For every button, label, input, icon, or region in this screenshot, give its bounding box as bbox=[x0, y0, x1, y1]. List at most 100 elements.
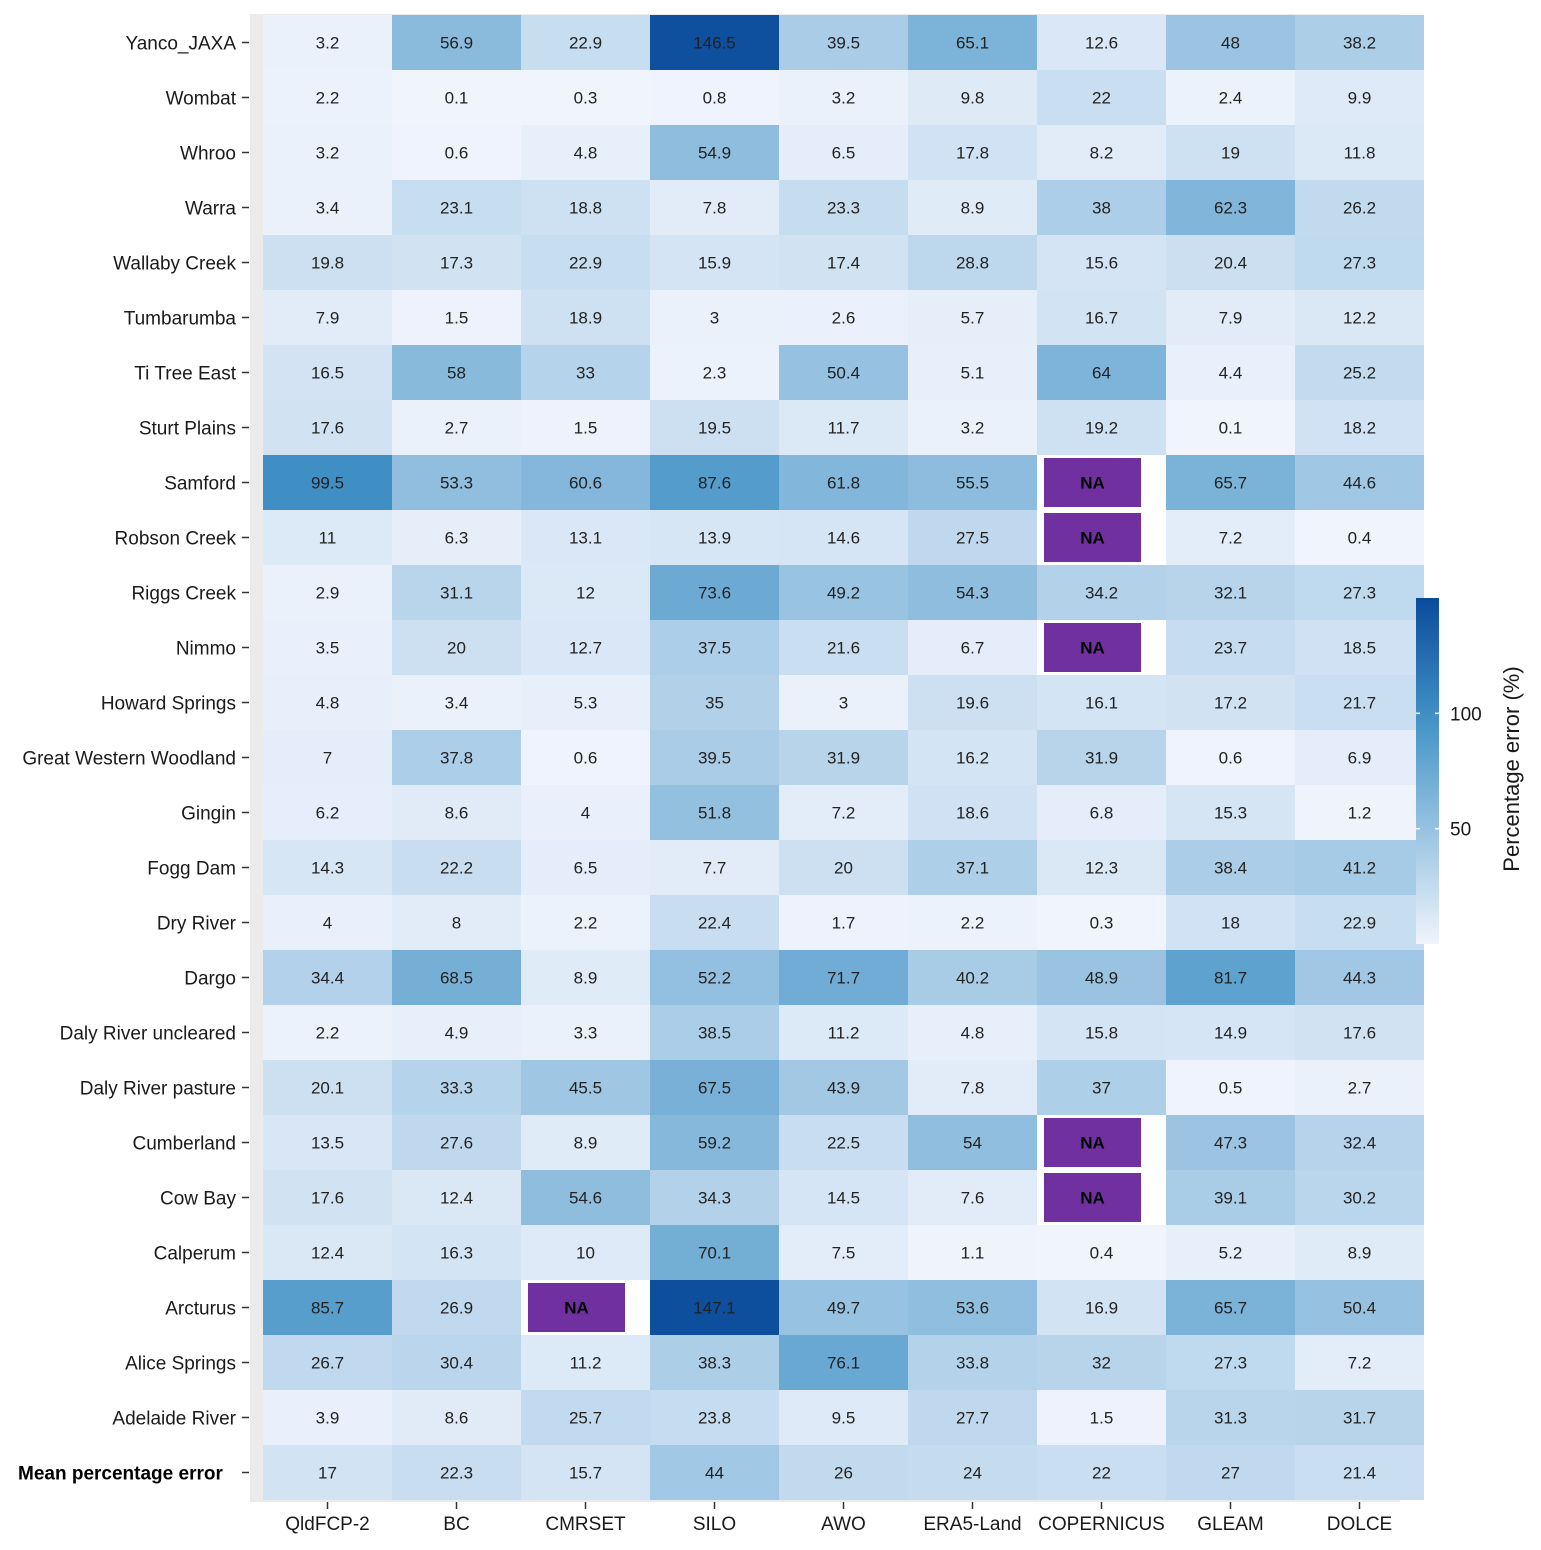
cell-value: 8.2 bbox=[1090, 144, 1114, 163]
cell-value: 147.1 bbox=[693, 1299, 736, 1318]
cell-value: 34.2 bbox=[1085, 584, 1118, 603]
cell-value: 7.9 bbox=[1219, 309, 1243, 328]
heatmap-cell bbox=[392, 400, 521, 455]
row-label: Mean percentage error bbox=[18, 1464, 223, 1485]
cell-value: 18.2 bbox=[1343, 419, 1376, 438]
cell-value: 32.4 bbox=[1343, 1134, 1376, 1153]
cell-value: 31.3 bbox=[1214, 1409, 1247, 1428]
heatmap-cell bbox=[908, 950, 1037, 1005]
cell-value: 17.6 bbox=[1343, 1024, 1376, 1043]
cell-value: 34.3 bbox=[698, 1189, 731, 1208]
cell-value: 41.2 bbox=[1343, 859, 1376, 878]
heatmap-cell bbox=[650, 510, 779, 565]
column-label: CMRSET bbox=[545, 1514, 626, 1535]
cell-value: 2.2 bbox=[961, 914, 985, 933]
cell-value: 54.6 bbox=[569, 1189, 602, 1208]
cell-value: 39.1 bbox=[1214, 1189, 1247, 1208]
cell-value: 54.9 bbox=[698, 144, 731, 163]
row-label: Calperum bbox=[154, 1244, 236, 1265]
cell-value: 3 bbox=[839, 694, 848, 713]
heatmap-cell bbox=[263, 345, 392, 400]
heatmap-cell bbox=[908, 675, 1037, 730]
color-legend: 50 100 Percentage error (%) bbox=[1416, 598, 1524, 944]
heatmap-cell bbox=[392, 1060, 521, 1115]
heatmap-cell bbox=[1295, 1390, 1424, 1445]
cell-value: 0.1 bbox=[1219, 419, 1243, 438]
heatmap-cell bbox=[908, 235, 1037, 290]
heatmap-cell bbox=[1295, 455, 1424, 510]
na-cell bbox=[1044, 513, 1141, 562]
cell-value: 26.7 bbox=[311, 1354, 344, 1373]
heatmap-cell bbox=[521, 1225, 650, 1280]
cell-value: 4.8 bbox=[961, 1024, 985, 1043]
row-label: Great Western Woodland bbox=[22, 749, 236, 770]
heatmap-cell bbox=[263, 1445, 392, 1500]
cell-value: 16.9 bbox=[1085, 1299, 1118, 1318]
cell-value: 3.9 bbox=[316, 1409, 340, 1428]
cell-value: 22.9 bbox=[1343, 914, 1376, 933]
heatmap-cell bbox=[650, 675, 779, 730]
cell-value: 27.3 bbox=[1343, 584, 1376, 603]
row-label: Daly River pasture bbox=[80, 1079, 236, 1100]
cell-value: 1.5 bbox=[574, 419, 598, 438]
heatmap-cell bbox=[263, 125, 392, 180]
heatmap-cell bbox=[908, 1335, 1037, 1390]
heatmap-cell bbox=[521, 15, 650, 70]
heatmap-cell bbox=[1037, 290, 1166, 345]
heatmap-cell bbox=[650, 125, 779, 180]
column-label: GLEAM bbox=[1197, 1514, 1264, 1535]
heatmap-cell bbox=[650, 950, 779, 1005]
heatmap-cell bbox=[1166, 70, 1295, 125]
heatmap-cell bbox=[1295, 895, 1424, 950]
cell-value: 52.2 bbox=[698, 969, 731, 988]
heatmap-cell bbox=[908, 1060, 1037, 1115]
heatmap-cell bbox=[779, 1390, 908, 1445]
cell-value: 22.2 bbox=[440, 859, 473, 878]
cell-value: 22 bbox=[1092, 1464, 1111, 1483]
heatmap-cell bbox=[1037, 565, 1166, 620]
row-label: Dargo bbox=[184, 969, 236, 990]
cell-value: 0.6 bbox=[1219, 749, 1243, 768]
heatmap-cell bbox=[521, 950, 650, 1005]
cell-value: 38.3 bbox=[698, 1354, 731, 1373]
cell-value: 17.6 bbox=[311, 419, 344, 438]
cell-value: 2.6 bbox=[832, 309, 856, 328]
cell-value: 9.8 bbox=[961, 89, 985, 108]
cell-value: 53.3 bbox=[440, 474, 473, 493]
cell-value: 7.2 bbox=[1219, 529, 1243, 548]
heatmap-cell bbox=[263, 290, 392, 345]
cell-value: 2.2 bbox=[574, 914, 598, 933]
cell-value: 23.8 bbox=[698, 1409, 731, 1428]
cell-value: 55.5 bbox=[956, 474, 989, 493]
heatmap-cell bbox=[1166, 290, 1295, 345]
cell-value: 2.2 bbox=[316, 1024, 340, 1043]
cell-value-na: NA bbox=[1080, 639, 1105, 658]
heatmap-cell bbox=[1295, 1115, 1424, 1170]
row-label: Robson Creek bbox=[115, 529, 237, 550]
heatmap-cell bbox=[908, 290, 1037, 345]
cell-value: 64 bbox=[1092, 364, 1111, 383]
cell-value: 37.5 bbox=[698, 639, 731, 658]
heatmap-cell bbox=[908, 510, 1037, 565]
heatmap-cell bbox=[650, 400, 779, 455]
heatmap-cell bbox=[263, 785, 392, 840]
heatmap-cell bbox=[779, 785, 908, 840]
heatmap-cell bbox=[650, 290, 779, 345]
cell-value: 22.5 bbox=[827, 1134, 860, 1153]
heatmap-cell bbox=[650, 1335, 779, 1390]
heatmap-cell bbox=[1037, 1390, 1166, 1445]
cell-value: 62.3 bbox=[1214, 199, 1247, 218]
cell-value: 3.2 bbox=[832, 89, 856, 108]
cell-value: 11.2 bbox=[570, 1354, 602, 1373]
heatmap-cell bbox=[1037, 1225, 1166, 1280]
cell-value: 23.7 bbox=[1214, 639, 1247, 658]
heatmap-cell bbox=[1295, 730, 1424, 785]
heatmap-cell bbox=[779, 1445, 908, 1500]
heatmap-cell bbox=[1295, 1445, 1424, 1500]
na-cell bbox=[1044, 623, 1141, 672]
heatmap-cell bbox=[650, 785, 779, 840]
heatmap-cell bbox=[650, 15, 779, 70]
cell-value: 14.6 bbox=[827, 529, 860, 548]
cell-value: 11.2 bbox=[828, 1024, 860, 1043]
heatmap-cell bbox=[392, 1225, 521, 1280]
